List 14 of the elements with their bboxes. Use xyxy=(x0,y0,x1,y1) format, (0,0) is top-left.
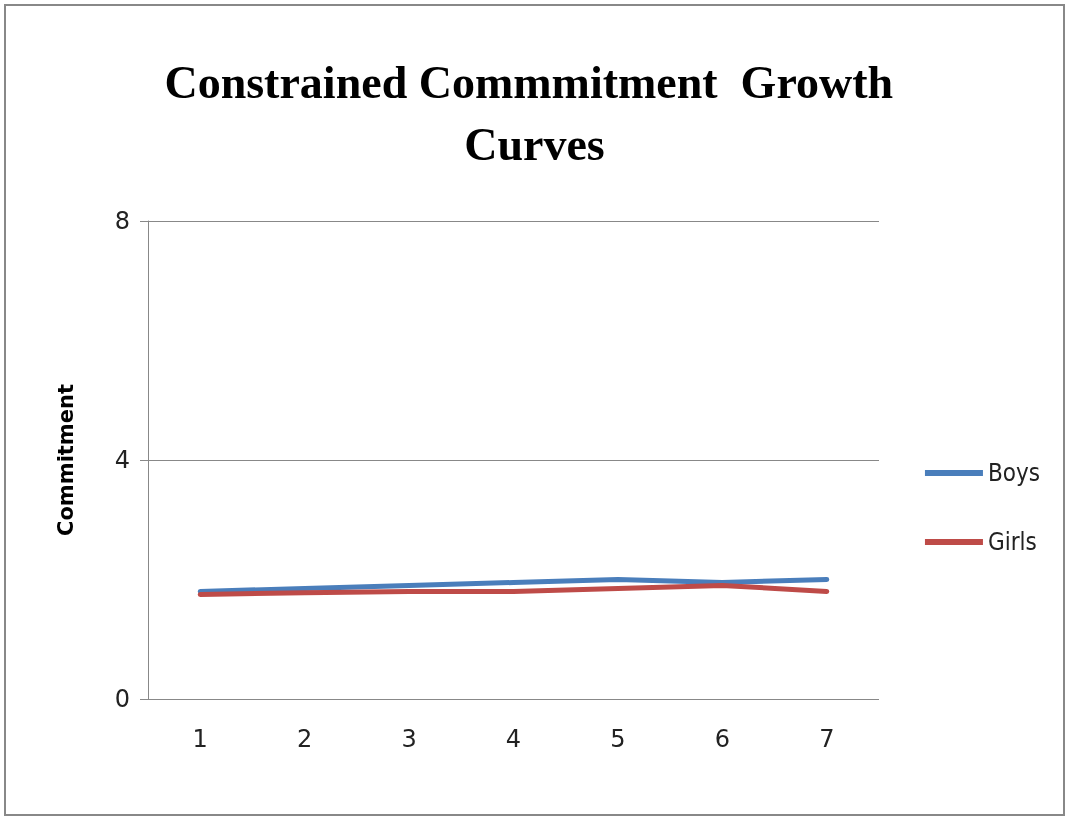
x-tick-label: 4 xyxy=(505,725,522,753)
x-tick-label: 7 xyxy=(819,725,835,753)
x-tick-label: 3 xyxy=(401,725,417,753)
x-tick-label: 2 xyxy=(297,725,313,753)
y-tick-label: 0 xyxy=(114,685,130,713)
y-tick-label: 8 xyxy=(114,207,130,235)
x-tick-label: 5 xyxy=(610,725,626,753)
x-tick-label: 1 xyxy=(192,725,208,753)
legend-label: Boys xyxy=(987,459,1040,487)
y-axis-title: Commitment xyxy=(53,384,78,536)
legend-label: Girls xyxy=(987,528,1037,556)
chart-title: Constrained Commmitment Growth Curves xyxy=(164,56,905,170)
y-tick-label: 4 xyxy=(114,446,130,474)
x-tick-label: 6 xyxy=(714,725,730,753)
